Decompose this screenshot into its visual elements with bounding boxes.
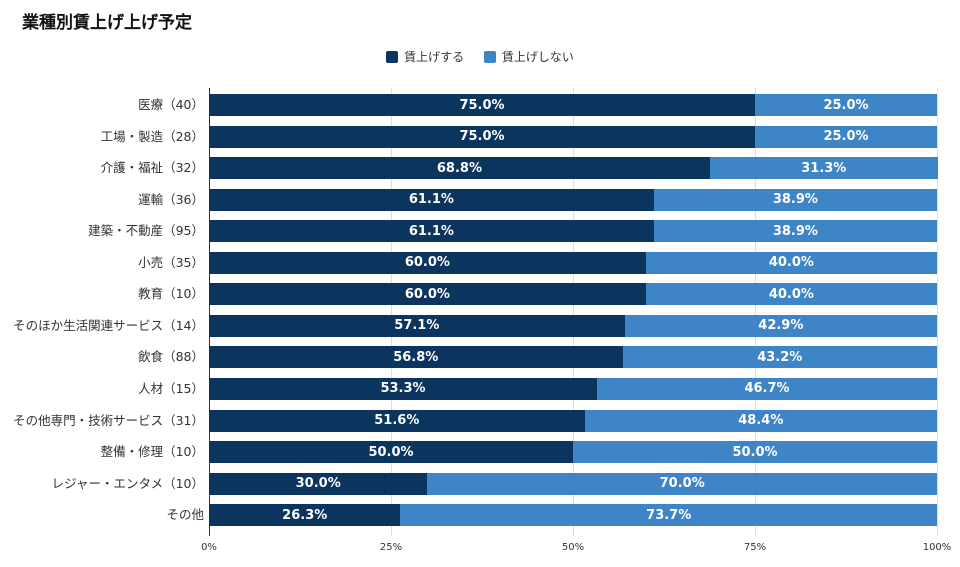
bar-raise: 30.0% [209,472,428,495]
data-label: 70.0% [659,476,705,492]
data-label: 31.3% [801,160,847,176]
bar-raise: 75.0% [209,94,755,116]
bar-raise: 53.3% [209,377,598,400]
bar-no-raise: 50.0% [573,441,937,464]
data-label: 50.0% [368,444,414,460]
bar-no-raise: 40.0% [645,283,937,306]
y-axis-line [209,88,210,536]
bar-raise: 75.0% [209,125,755,148]
bar-no-raise: 42.9% [624,314,937,337]
bar-no-raise: 38.9% [653,188,937,211]
data-label: 25.0% [823,129,869,145]
x-tick-label: 25% [379,542,403,553]
data-label: 68.8% [436,160,482,176]
data-label: 51.6% [374,413,420,428]
data-label: 75.0% [459,129,505,145]
category-label: 工場・製造（28） [100,128,204,144]
category-label: その他専門・技術サービス（31） [13,412,204,428]
bar-no-raise: 40.0% [645,251,937,274]
data-label: 60.0% [404,255,450,271]
bar-raise: 50.0% [209,441,573,464]
data-label: 40.0% [768,286,814,302]
data-label: 61.1% [408,223,454,239]
bar-raise: 56.8% [209,346,623,369]
x-tick-label: 0% [201,542,217,553]
data-label: 26.3% [282,507,328,523]
bar-no-raise: 38.9% [653,220,937,243]
bar-raise: 57.1% [209,314,625,337]
category-label: 整備・修理（10） [100,444,204,460]
chart-title: 業種別賃上げ上げ予定 [22,13,192,33]
gridline [937,88,938,536]
legend-label: 賃上げする [404,50,465,64]
data-label: 25.0% [823,97,869,113]
data-label: 46.7% [744,381,790,397]
bar-raise: 60.0% [209,251,646,274]
category-label: 教育（10） [138,286,204,302]
data-label: 60.0% [404,286,450,302]
bar-raise: 61.1% [209,220,654,243]
data-label: 50.0% [732,444,778,460]
data-label: 48.4% [738,413,784,428]
bar-no-raise: 25.0% [755,125,937,148]
data-label: 42.9% [758,318,804,334]
data-label: 38.9% [772,223,818,239]
category-label: その他 [166,507,204,523]
category-label: 医療（40） [138,97,204,112]
category-label: 飲食（88） [138,349,204,365]
x-tick-label: 75% [743,542,767,553]
x-tick-label: 100% [922,542,952,553]
bar-raise: 26.3% [209,504,401,527]
category-label: レジャー・エンタメ（10） [51,475,204,491]
bar-no-raise: 43.2% [622,346,937,369]
bar-raise: 51.6% [209,409,585,432]
legend-item-no-raise[interactable]: 賃上げしない [483,48,574,65]
bar-raise: 61.1% [209,188,654,211]
x-tick-label: 50% [561,542,585,553]
data-label: 75.0% [459,97,505,113]
data-label: 56.8% [393,349,439,365]
bar-no-raise: 70.0% [427,472,937,495]
legend-swatch [386,50,399,63]
category-label: 運輸（36） [138,191,204,207]
data-label: 40.0% [768,255,814,271]
data-label: 30.0% [295,476,341,492]
data-label: 61.1% [408,192,454,208]
data-label: 53.3% [380,381,426,397]
category-label: 介護・福祉（32） [100,160,204,176]
bar-no-raise: 46.7% [597,377,937,400]
category-label: そのほか生活関連サービス（14） [13,317,204,333]
data-label: 43.2% [757,349,803,365]
bar-no-raise: 25.0% [755,94,937,116]
legend-item-raise[interactable]: 賃上げする [386,48,464,65]
bar-raise: 68.8% [209,157,710,180]
gridline [573,88,574,536]
bar-no-raise: 31.3% [709,157,938,180]
bar-no-raise: 48.4% [584,409,937,432]
legend-swatch [483,50,496,63]
category-label: 人材（15） [138,380,204,396]
category-label: 建築・不動産（95） [88,223,204,239]
bar-no-raise: 73.7% [400,504,937,527]
bar-raise: 60.0% [209,283,646,306]
data-label: 73.7% [646,507,692,523]
data-label: 57.1% [394,318,440,334]
gridline [755,88,756,536]
legend: 賃上げする 賃上げしない [0,48,960,66]
gridline [391,88,392,536]
legend-label: 賃上げしない [501,50,574,64]
data-label: 38.9% [772,192,818,208]
category-label: 小売（35） [138,254,204,270]
